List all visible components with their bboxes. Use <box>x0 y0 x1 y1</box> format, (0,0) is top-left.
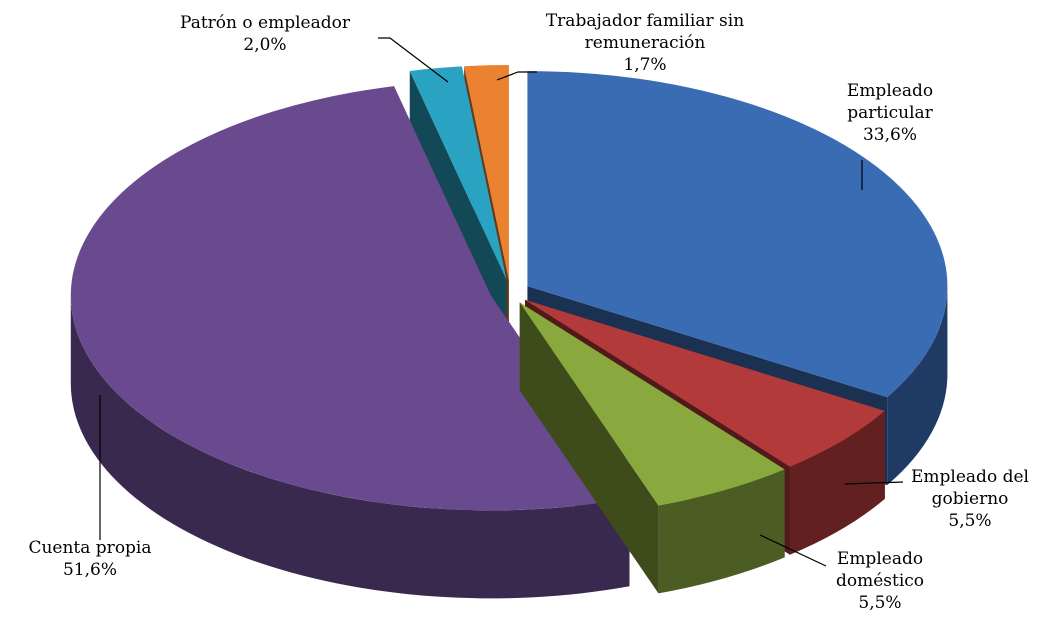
slice <box>70 86 630 511</box>
leader-line <box>496 71 537 81</box>
slice-label: Cuenta propia 51,6% <box>0 537 180 581</box>
category-label: Trabajador familiar sin remuneración <box>545 11 745 53</box>
slice-side <box>519 302 659 594</box>
slice-label: Empleado particular 33,6% <box>830 80 950 146</box>
category-label: Empleado del gobierno <box>911 467 1029 509</box>
slice-label: Empleado del gobierno 5,5% <box>895 466 1045 532</box>
value-label: 51,6% <box>62 560 117 580</box>
value-label: 5,5% <box>948 511 992 531</box>
category-label: Patrón o empleador <box>180 13 350 33</box>
category-label: Empleado doméstico <box>835 549 925 591</box>
slice <box>519 302 785 506</box>
leader-line <box>378 37 449 83</box>
slice-label: Trabajador familiar sin remuneración 1,7% <box>520 10 770 76</box>
leader-line <box>844 481 904 485</box>
slice-label: Patrón o empleador 2,0% <box>145 12 385 56</box>
value-label: 1,7% <box>623 55 667 75</box>
slice <box>525 299 885 467</box>
category-label: Empleado particular <box>846 81 934 123</box>
slice-wall <box>70 295 630 599</box>
category-label: Cuenta propia <box>28 538 152 558</box>
value-label: 2,0% <box>243 35 287 55</box>
slice-wall <box>658 469 785 594</box>
value-label: 5,5% <box>858 593 902 613</box>
slice <box>409 66 507 281</box>
slice <box>464 65 509 281</box>
pie <box>70 65 948 599</box>
leader-line <box>759 534 827 567</box>
slice-wall <box>789 410 885 555</box>
slice <box>527 71 948 398</box>
slice-wall <box>887 286 948 486</box>
value-label: 33,6% <box>862 125 917 145</box>
slice-label: Empleado doméstico 5,5% <box>810 548 950 614</box>
